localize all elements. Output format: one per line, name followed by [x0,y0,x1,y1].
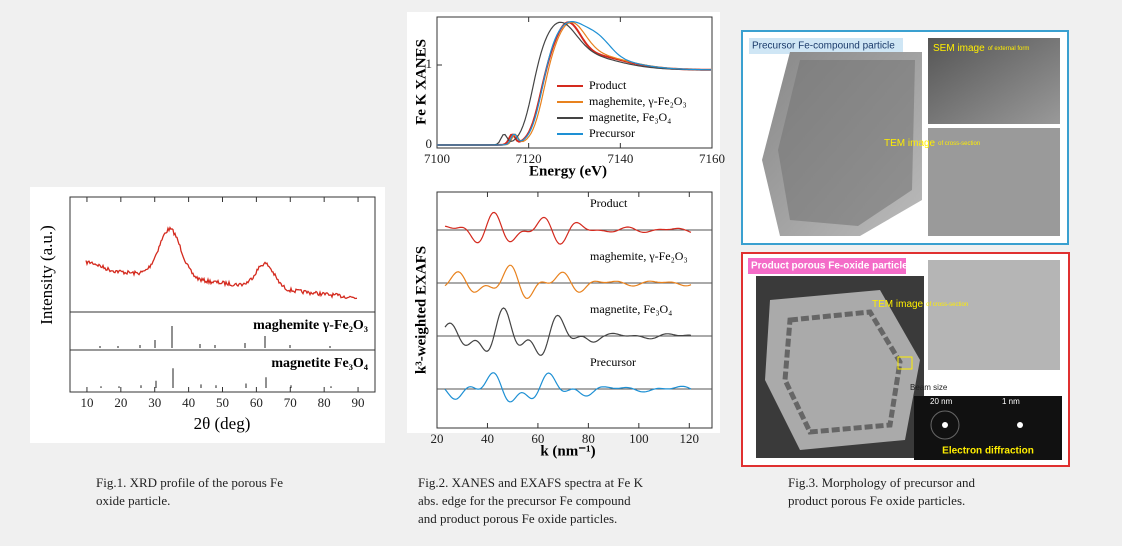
y-label: Intensity (a.u.) [37,225,56,325]
curve-label: Precursor [590,355,636,369]
x-tick-label: 80 [318,395,331,410]
ring [930,410,960,440]
tem-label-note: of cross-section [938,141,980,147]
legend-label: maghemite, γ-Fe₂O₃ [589,94,687,108]
legend-label: magnetite, Fe₃O₄ [589,110,671,124]
y-label: Fe K XANES [413,39,429,125]
legend-label: Product [589,78,627,92]
caption: abs. edge for the precursor Fe compound [418,493,631,508]
x-label: k (nm⁻¹) [540,443,595,459]
y-tick-label: 1 [426,56,433,71]
x-tick-label: 20 [431,431,444,446]
scale-label: 20 nm [930,397,953,406]
tem-hr-image [928,260,1060,370]
x-tick-label: 60 [531,431,544,446]
x-tick-label: 7160 [699,151,725,166]
tem-label-note: of cross-section [926,302,968,308]
panel [407,12,720,433]
legend-label: Precursor [589,126,635,140]
caption: product porous Fe oxide particles. [788,493,965,508]
caption: and product porous Fe oxide particles. [418,511,617,526]
curve-label: magnetite, Fe₃O₄ [590,302,672,316]
x-tick-label: 7140 [607,151,633,166]
spot [942,422,948,428]
exafs-curve [444,372,692,403]
sem-image [928,38,1060,124]
curve-label: maghemite, γ-Fe₂O₃ [590,249,688,263]
y-tick-label: 0 [426,136,433,151]
x-tick-label: 50 [216,395,229,410]
x-tick-label: 60 [250,395,263,410]
x-tick-label: 90 [352,395,365,410]
tem-label-main: TEM image [872,299,924,310]
label-bg [749,38,903,54]
particle [778,60,915,226]
tem-hr-image [928,128,1060,236]
box-title: Product porous Fe-oxide particle [751,261,908,272]
figure-2: Fe K XANES Energy (eV) k³-weighted EXAFS… [407,12,725,459]
diffraction-image [914,396,1062,460]
ref-label: magnetite Fe₃O₄ [271,356,368,371]
curve-label: Product [590,196,628,210]
exafs-curve [444,211,692,245]
x-tick-label: 7100 [424,151,450,166]
plot-frame [436,191,713,429]
figure-3: Precursor Fe-compound particle SEM image… [741,30,1070,467]
plot-frame [436,16,713,149]
beam-label: Beam size [910,383,948,392]
tem-label: TEM image of cross-section [872,299,968,310]
beam-box [897,356,913,370]
x-tick-label: 10 [80,395,93,410]
exafs-curve [444,264,692,300]
xrd-curve [85,226,358,300]
diffraction-label: Electron diffraction [942,446,1034,457]
ref-label: maghemite γ-Fe₂O₃ [253,318,368,333]
tem-label-main: TEM image [884,138,936,149]
reference-sticks [99,326,332,388]
x-tick-label: 100 [629,431,649,446]
x-tick-label: 80 [582,431,595,446]
x-tick-label: 70 [284,395,297,410]
x-label: Energy (eV) [529,163,607,179]
exafs-curve [444,307,692,357]
sem-label: SEM image of external form [933,43,1029,54]
caption: oxide particle. [96,493,170,508]
panel [30,187,385,443]
caption: Fig.1. XRD profile of the porous Fe [96,475,283,490]
label-bg [748,258,906,274]
sem-label-note: of external form [988,46,1030,52]
x-tick-label: 40 [182,395,195,410]
caption: Fig.3. Morphology of precursor and [788,475,976,490]
x-tick-label: 7120 [516,151,542,166]
tem-label: TEM image of cross-section [884,138,980,149]
porous-shell [782,309,903,435]
sem-label-main: SEM image [933,43,985,54]
scale-label: 1 nm [1002,397,1020,406]
xanes-curve [437,21,712,146]
x-tick-label: 120 [680,431,700,446]
spot [1017,422,1023,428]
x-tick-label: 20 [114,395,127,410]
x-tick-label: 30 [148,395,161,410]
caption: Fig.2. XANES and EXAFS spectra at Fe K [418,475,644,490]
figure-1: Intensity (a.u.) 2θ (deg) maghemite γ-Fe… [30,187,385,443]
x-tick-label: 40 [481,431,494,446]
y-label: k³-weighted EXAFS [413,246,429,374]
x-label: 2θ (deg) [194,414,251,433]
box-title: Precursor Fe-compound particle [752,41,895,52]
